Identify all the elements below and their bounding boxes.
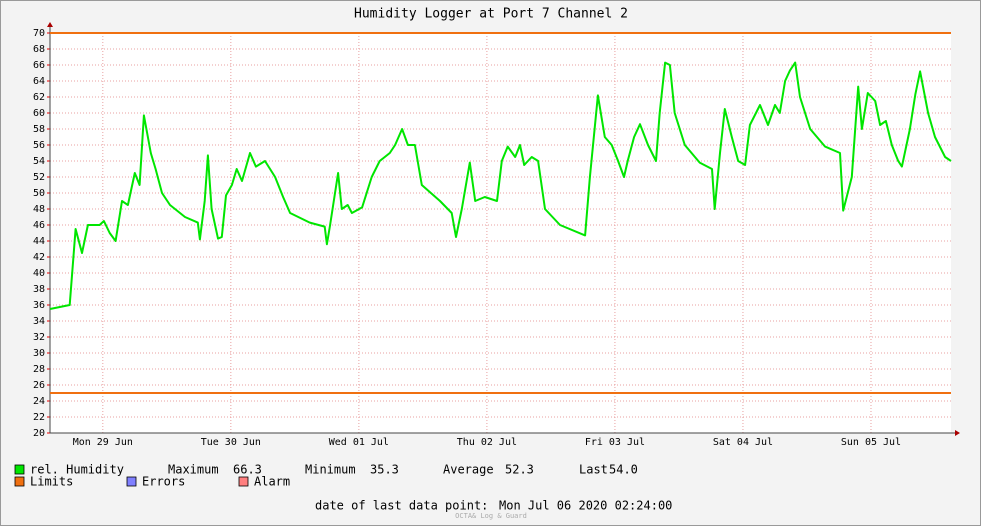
legend-label: rel. Humidity (30, 463, 124, 477)
y-tick-label: 52 (33, 172, 45, 183)
y-tick-label: 32 (33, 332, 45, 343)
x-tick-label: Tue 30 Jun (201, 437, 261, 448)
y-tick-label: 70 (33, 28, 45, 39)
stat-name: Last (579, 463, 608, 477)
stat-value: 54.0 (609, 463, 638, 477)
y-tick-label: 24 (33, 396, 45, 407)
legend-swatch (238, 476, 249, 487)
stat-value: 35.3 (370, 463, 399, 477)
y-tick-label: 54 (33, 156, 45, 167)
axis-arrow (47, 22, 53, 27)
legend-swatch (126, 476, 137, 487)
legend-label: Alarm (254, 475, 290, 489)
y-tick-label: 58 (33, 124, 45, 135)
plot-area (50, 33, 951, 433)
y-tick-label: 26 (33, 380, 45, 391)
legend-label: Errors (142, 475, 185, 489)
y-tick-label: 42 (33, 252, 45, 263)
y-tick-label: 48 (33, 204, 45, 215)
y-tick-label: 34 (33, 316, 45, 327)
y-tick-label: 28 (33, 364, 45, 375)
y-tick-label: 20 (33, 428, 45, 439)
legend-label: Limits (30, 475, 73, 489)
y-tick-label: 62 (33, 92, 45, 103)
stat-value: 52.3 (505, 463, 534, 477)
legend-swatch (14, 464, 25, 475)
y-tick-label: 44 (33, 236, 45, 247)
y-tick-label: 36 (33, 300, 45, 311)
x-tick-label: Wed 01 Jul (329, 437, 389, 448)
y-tick-label: 64 (33, 76, 45, 87)
footer-label: date of last data point: (315, 499, 488, 513)
x-tick-label: Sun 05 Jul (841, 437, 901, 448)
x-tick-label: Thu 02 Jul (457, 437, 517, 448)
watermark: OCTA& Log & Guard (455, 512, 527, 520)
stat-name: Minimum (305, 463, 356, 477)
stat-name: Average (443, 463, 494, 477)
y-tick-label: 38 (33, 284, 45, 295)
x-tick-label: Sat 04 Jul (713, 437, 773, 448)
y-tick-label: 68 (33, 44, 45, 55)
y-tick-label: 56 (33, 140, 45, 151)
y-tick-label: 40 (33, 268, 45, 279)
x-tick-label: Mon 29 Jun (73, 437, 133, 448)
x-tick-label: Fri 03 Jul (585, 437, 645, 448)
y-tick-label: 50 (33, 188, 45, 199)
y-tick-label: 30 (33, 348, 45, 359)
axis-arrow (955, 430, 960, 436)
chart-title: Humidity Logger at Port 7 Channel 2 (354, 7, 628, 22)
stat-name: Maximum (168, 463, 219, 477)
y-tick-label: 22 (33, 412, 45, 423)
legend-swatch (14, 476, 25, 487)
y-tick-label: 60 (33, 108, 45, 119)
footer-value: Mon Jul 06 2020 02:24:00 (499, 499, 672, 513)
y-tick-label: 46 (33, 220, 45, 231)
stat-value: 66.3 (233, 463, 262, 477)
y-tick-label: 66 (33, 60, 45, 71)
series-line (49, 61, 952, 310)
